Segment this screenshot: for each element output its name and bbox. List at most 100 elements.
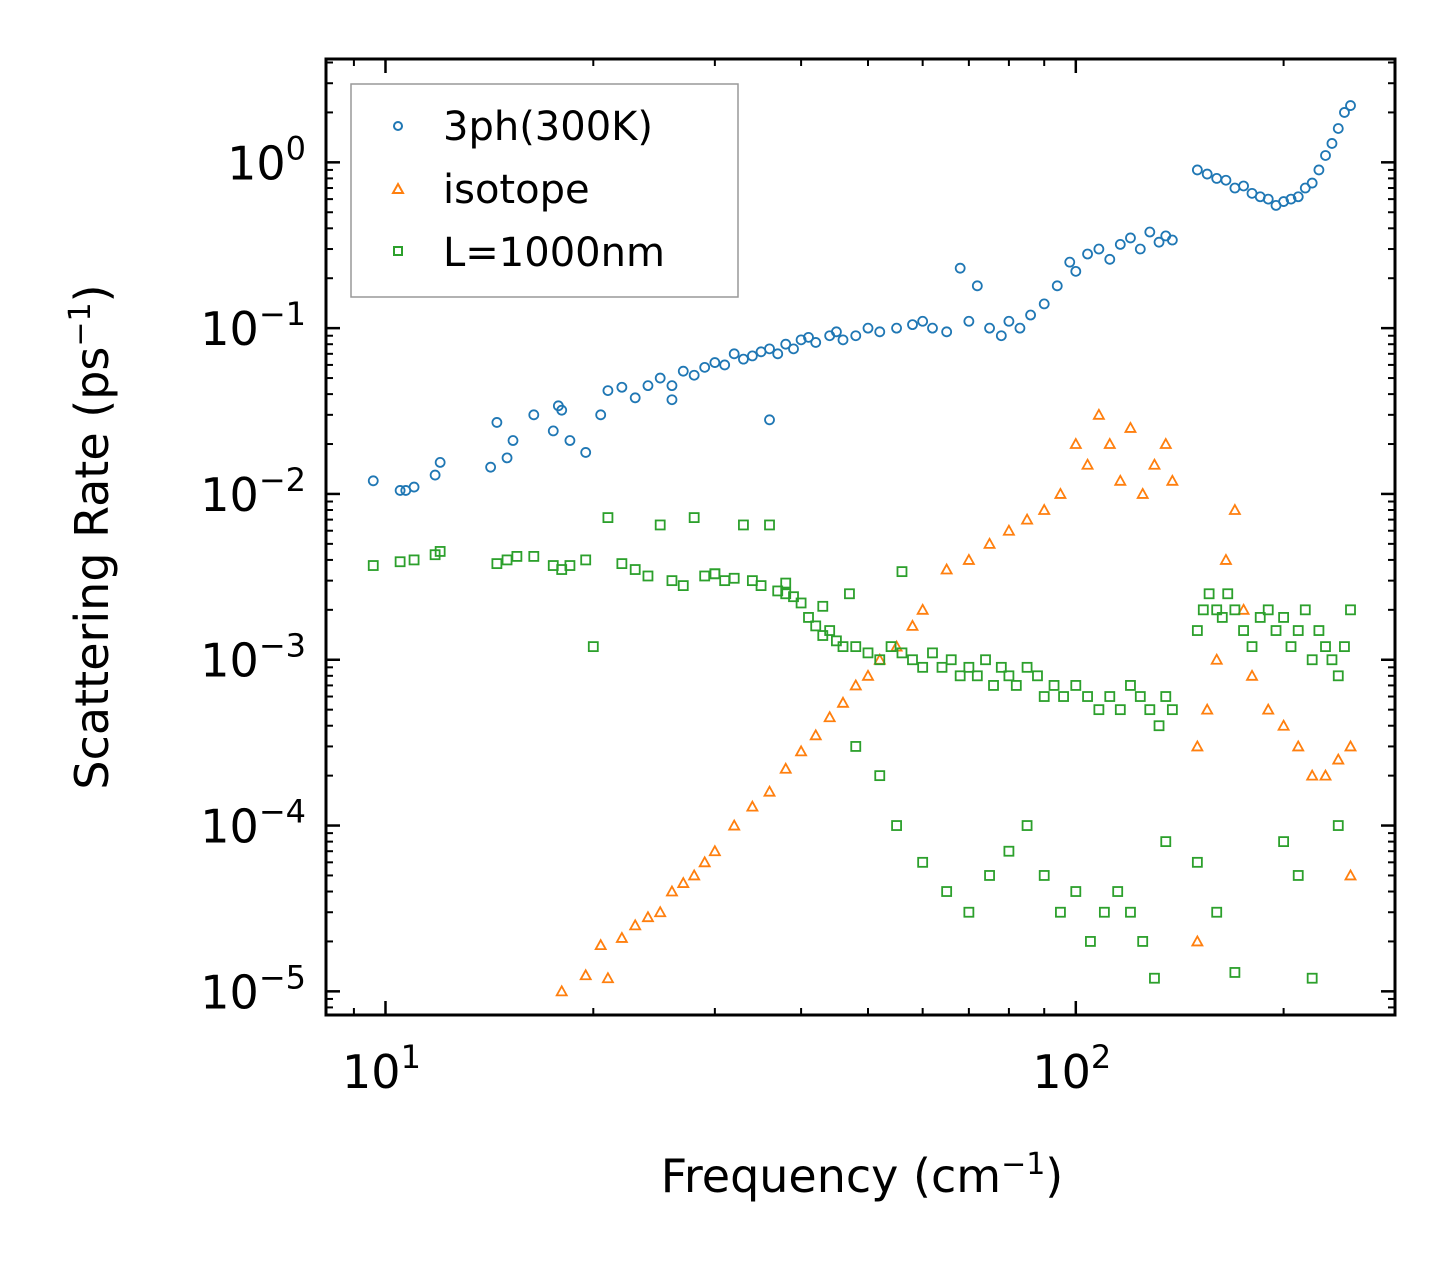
data-point [764,519,775,531]
data-point [1085,936,1096,947]
data-point [772,348,784,360]
data-point [1032,670,1043,682]
data-point [862,322,874,334]
data-point [850,741,862,752]
data-point [1277,718,1291,731]
data-point [1191,164,1203,176]
data-point [1219,553,1233,565]
data-point [1318,768,1333,781]
data-point [1025,309,1036,321]
data-point [1200,702,1214,715]
data-point [1228,503,1242,515]
data-point [1254,612,1266,623]
data-point [1134,691,1146,702]
data-point [927,647,938,659]
data-point [1216,612,1228,623]
data-point [642,380,654,392]
data-point [962,553,976,565]
data-point [1292,625,1304,636]
data-point [547,425,559,437]
legend-label-isotope: isotope [443,167,590,213]
data-point [1051,280,1063,292]
data-point [1211,906,1223,918]
data-point [699,361,711,373]
plot-frame [324,57,1397,1017]
data-point [501,452,513,464]
data-point [629,564,641,575]
data-point [1278,196,1290,207]
data-point [602,512,614,523]
data-point [666,394,678,406]
data-point [1153,236,1165,248]
x-tick-label: 101 [342,1038,421,1099]
data-point [907,319,918,331]
data-point [936,661,948,673]
data-point [1103,437,1117,449]
data-point [1299,182,1311,194]
data-point [1003,845,1015,857]
data-point [1332,670,1344,682]
data-point [1020,512,1034,525]
data-point [1104,253,1116,265]
data-point [1191,625,1203,636]
data-point [1332,820,1344,831]
data-point [528,551,540,562]
data-point [788,343,799,355]
data-point [1149,972,1160,984]
data-points [367,100,1358,997]
data-point [1166,234,1178,246]
data-point [1069,437,1083,449]
data-point [1055,906,1066,918]
data-point [676,876,690,888]
data-point [738,519,749,531]
data-point [555,984,569,997]
data-point [564,435,576,446]
data-point [940,562,954,575]
data-point [874,770,886,782]
data-point [917,315,929,327]
tick-labels: 101 102 100 10−1 10−2 10−3 10−4 10−5 [200,129,1111,1099]
data-point [394,485,406,496]
data-point [788,591,799,603]
data-point [837,641,849,653]
data-point [984,870,995,881]
legend-label-3ph: 3ph(300K) [443,104,653,150]
data-point [594,938,608,951]
data-point [629,392,641,404]
data-point [1093,243,1105,255]
data-point [745,799,759,812]
data-point [708,844,722,857]
data-point [1238,625,1249,636]
data-point [824,625,836,636]
series-square [367,512,1356,984]
data-point [367,475,379,487]
data-point [1144,226,1156,238]
data-point [907,654,918,666]
data-point [983,536,997,549]
data-point [580,554,592,566]
data-point [1313,625,1325,636]
data-point [1165,473,1179,486]
data-point [746,350,758,362]
data-point [927,322,938,334]
data-point [764,414,775,426]
data-point [1147,457,1161,470]
data-point [1160,836,1172,848]
data-point [755,580,767,592]
data-point [394,556,406,568]
data-point [1003,315,1015,327]
y-tick-label: 10−1 [200,295,306,356]
data-point [616,558,628,570]
data-point [1037,503,1051,515]
data-point [580,447,592,458]
data-point [1278,612,1290,623]
data-point [1285,193,1297,205]
data-point [699,570,711,582]
data-point [905,619,920,631]
data-point [1021,820,1033,831]
data-point [1160,691,1172,702]
data-point [1331,752,1345,765]
data-point [1292,191,1304,203]
data-point [434,456,446,468]
